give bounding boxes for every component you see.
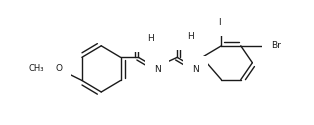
Text: Br: Br	[271, 41, 281, 50]
Text: S: S	[181, 32, 186, 41]
Text: I: I	[219, 18, 221, 27]
Text: N: N	[192, 65, 199, 74]
Text: O: O	[55, 64, 62, 73]
Text: O: O	[141, 34, 148, 43]
Text: H: H	[148, 34, 154, 43]
Text: CH₃: CH₃	[28, 64, 44, 73]
Text: N: N	[154, 65, 160, 74]
Text: H: H	[187, 32, 194, 41]
